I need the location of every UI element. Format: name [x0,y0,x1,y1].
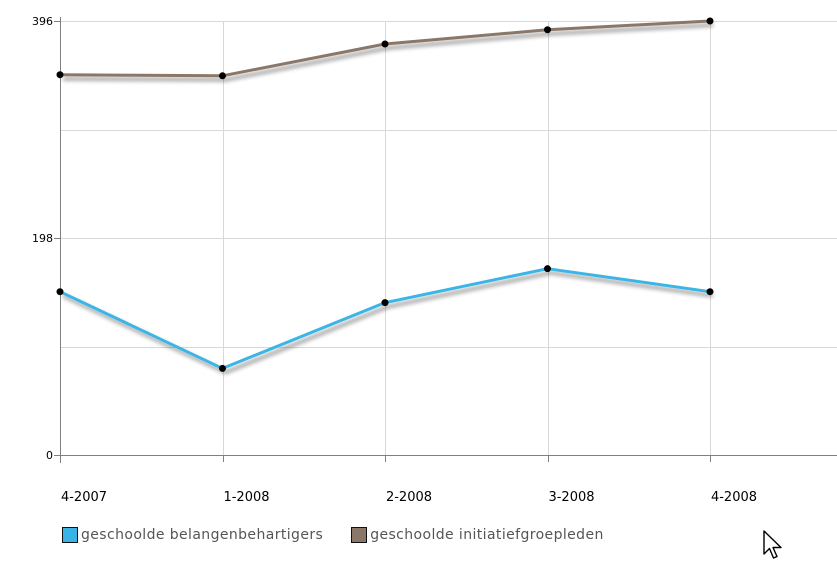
legend-swatch-series-2 [351,527,368,543]
x-tick-label: 1-2008 [223,490,269,505]
y-tick-label: 396 [32,15,53,28]
legend-swatch-series-1 [62,527,78,543]
y-tick-label: 198 [32,232,53,245]
data-point-series-1[interactable] [706,288,714,296]
legend-item-series-1[interactable]: geschoolde belangenbehartigers [62,527,323,543]
data-point-series-1[interactable] [544,265,551,273]
data-point-series-2[interactable] [706,17,714,25]
legend-label-series-2: geschoolde initiatiefgroepleden [370,527,604,543]
mouse-pointer-icon [763,530,782,559]
tick-labels: 0 198 396 4-2007 1-2008 2-2008 3-2008 4-2008 [32,15,757,505]
data-point-series-2[interactable] [381,40,389,48]
x-tick-label: 4-2008 [711,490,757,505]
line-chart: 0 198 396 4-2007 1-2008 2-2008 3-2008 4-2008 [32,15,837,505]
points-layer [56,17,714,372]
grid-lines [60,21,837,456]
legend-item-series-2[interactable]: geschoolde initiatiefgroepleden [351,527,604,543]
x-tick-label: 3-2008 [548,490,594,505]
data-point-series-2[interactable] [544,26,551,34]
data-point-series-1[interactable] [219,364,226,372]
x-tick-label: 4-2007 [61,490,107,505]
data-point-series-1[interactable] [381,299,389,307]
data-point-series-2[interactable] [219,72,226,80]
data-point-series-1[interactable] [56,288,64,296]
legend: geschoolde belangenbehartigers geschoold… [62,524,632,546]
axes [54,17,837,463]
x-tick-label: 2-2008 [386,490,432,505]
legend-label-series-1: geschoolde belangenbehartigers [81,527,324,543]
y-tick-label: 0 [46,449,53,462]
data-point-series-2[interactable] [56,71,64,79]
